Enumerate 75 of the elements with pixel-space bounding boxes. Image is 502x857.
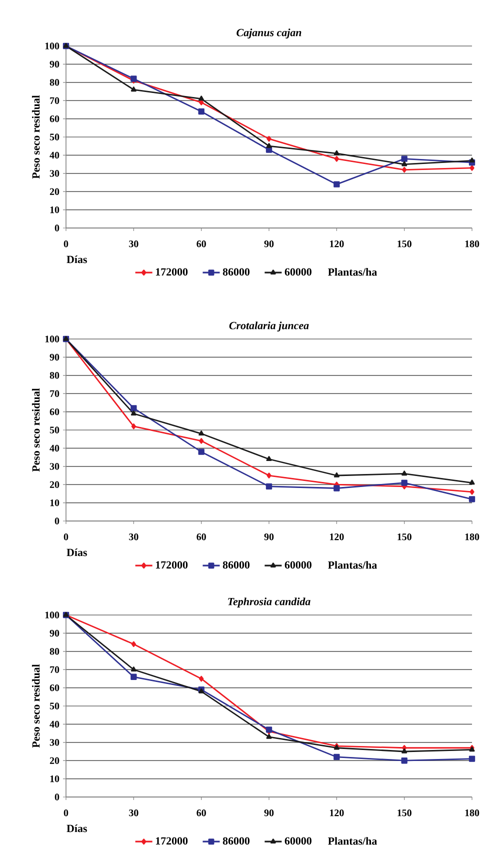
x-tick-label: 150 xyxy=(398,809,412,816)
y-tick-label: 90 xyxy=(50,60,60,68)
legend-label: 86000 xyxy=(222,561,250,569)
y-tick-label: 70 xyxy=(50,390,60,397)
y-tick-label: 60 xyxy=(50,115,60,122)
chart-title: Tephrosia candida xyxy=(228,598,310,608)
y-tick-label: 50 xyxy=(50,702,60,710)
y-tick-label: 80 xyxy=(50,648,60,655)
y-tick-label: 10 xyxy=(50,775,60,782)
x-tick-label: 30 xyxy=(129,240,138,248)
legend-label: 172000 xyxy=(156,837,188,845)
x-tick-label: 90 xyxy=(264,240,274,248)
y-tick-label: 40 xyxy=(50,152,60,159)
x-tick-label: 150 xyxy=(398,533,412,540)
legend-title: Plantas/ha xyxy=(328,268,377,276)
y-tick-label: 30 xyxy=(50,170,60,177)
y-tick-label: 90 xyxy=(50,354,60,361)
y-tick-label: 0 xyxy=(54,794,60,800)
x-axis-title: Días xyxy=(66,548,87,556)
y-tick-label: 10 xyxy=(50,206,60,214)
x-tick-label: 180 xyxy=(465,240,480,248)
y-tick-label: 100 xyxy=(45,42,60,50)
legend-label: 60000 xyxy=(284,268,312,276)
x-tick-label: 150 xyxy=(398,240,412,248)
y-tick-label: 30 xyxy=(50,463,60,470)
y-tick-label: 70 xyxy=(50,97,60,104)
x-tick-label: 0 xyxy=(64,240,68,248)
x-tick-label: 30 xyxy=(129,809,138,816)
chart-title: Crotalaria juncea xyxy=(229,322,309,332)
x-tick-label: 30 xyxy=(129,533,138,540)
x-tick-label: 0 xyxy=(64,533,68,540)
x-tick-label: 120 xyxy=(330,809,344,816)
y-tick-label: 40 xyxy=(50,720,60,728)
legend-title: Plantas/ha xyxy=(328,837,377,845)
y-tick-label: 60 xyxy=(50,684,60,692)
y-tick-label: 50 xyxy=(50,426,60,434)
x-tick-label: 60 xyxy=(196,533,206,540)
y-tick-label: 50 xyxy=(50,134,60,140)
x-axis-title: Días xyxy=(66,255,87,264)
legend-label: 172000 xyxy=(156,561,188,569)
y-tick-label: 80 xyxy=(50,372,60,379)
x-tick-label: 0 xyxy=(64,809,68,816)
x-tick-label: 90 xyxy=(264,809,274,816)
x-tick-label: 180 xyxy=(465,809,480,816)
x-tick-label: 90 xyxy=(264,533,274,540)
y-tick-label: 60 xyxy=(50,408,60,416)
legend-title: Plantas/ha xyxy=(328,561,377,569)
y-tick-label: 100 xyxy=(45,612,60,618)
x-tick-label: 60 xyxy=(196,240,206,248)
y-tick-label: 10 xyxy=(50,499,60,506)
x-tick-label: 180 xyxy=(465,533,480,540)
legend-label: 172000 xyxy=(156,268,188,276)
legend-label: 86000 xyxy=(222,268,250,276)
x-axis-title: Días xyxy=(66,824,87,832)
y-tick-label: 100 xyxy=(45,336,60,342)
y-tick-label: 20 xyxy=(50,757,60,764)
y-tick-label: 0 xyxy=(54,224,60,232)
legend-label: 60000 xyxy=(284,837,312,845)
y-axis-title: Peso seco residual xyxy=(32,388,40,472)
x-tick-label: 120 xyxy=(330,533,344,540)
y-tick-label: 40 xyxy=(50,444,60,452)
y-tick-label: 70 xyxy=(50,666,60,673)
legend-label: 60000 xyxy=(284,561,312,569)
y-tick-label: 0 xyxy=(54,518,60,524)
y-tick-label: 80 xyxy=(50,79,60,86)
x-tick-label: 120 xyxy=(330,240,344,248)
x-tick-label: 60 xyxy=(196,809,206,816)
y-tick-label: 20 xyxy=(50,188,60,195)
y-tick-label: 90 xyxy=(50,630,60,637)
y-axis-title: Peso seco residual xyxy=(32,95,40,179)
chart-title: Cajanus cajan xyxy=(236,28,302,38)
y-tick-label: 20 xyxy=(50,481,60,488)
y-axis-title: Peso seco residual xyxy=(32,664,40,748)
y-tick-label: 30 xyxy=(50,739,60,746)
legend-label: 86000 xyxy=(222,837,250,845)
